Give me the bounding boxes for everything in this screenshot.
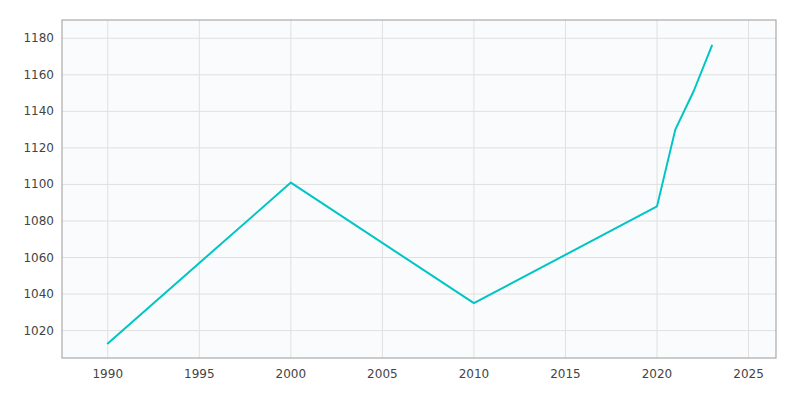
line [108,46,712,344]
y-grid-line [62,147,776,148]
y-tick-label: 1140 [23,104,54,118]
x-grid-line [290,20,291,358]
x-tick-label: 2010 [459,367,490,381]
y-tick-label: 1160 [23,68,54,82]
y-grid-line [62,38,776,39]
y-grid-line [62,257,776,258]
plot-frame [62,20,776,358]
y-tick-label: 1180 [23,31,54,45]
y-tick-label: 1040 [23,287,54,301]
plot-background [62,20,776,358]
y-grid-line [62,74,776,75]
y-grid-line [62,220,776,221]
x-grid-line [473,20,474,358]
y-grid-line [62,330,776,331]
y-tick-label: 1100 [23,177,54,191]
x-tick-label: 2005 [367,367,398,381]
y-tick-label: 1060 [23,251,54,265]
x-tick-label: 1995 [184,367,215,381]
x-tick-label: 2000 [276,367,307,381]
x-grid-line [107,20,108,358]
y-grid-line [62,111,776,112]
x-grid-line [565,20,566,358]
series-group [108,46,712,344]
x-tick-label: 2015 [550,367,581,381]
x-grid-line [382,20,383,358]
y-grid-line [62,184,776,185]
y-tick-label: 1080 [23,214,54,228]
tick-labels: 1990 1995 2000 2005 2010 2015 2020 2025 1020 1040… [23,31,763,381]
x-grid-line [748,20,749,358]
chart-svg: 1990 1995 2000 2005 2010 2015 2020 2025 1020 1040… [0,0,800,400]
grid [62,20,776,358]
x-tick-label: 2020 [642,367,673,381]
chart-container: 1990 1995 2000 2005 2010 2015 2020 2025 1020 1040… [0,0,800,400]
x-grid-line [657,20,658,358]
y-grid-line [62,294,776,295]
y-tick-label: 1120 [23,141,54,155]
y-tick-label: 1020 [23,324,54,338]
x-tick-label: 1990 [92,367,123,381]
x-grid-line [199,20,200,358]
x-tick-label: 2025 [733,367,764,381]
